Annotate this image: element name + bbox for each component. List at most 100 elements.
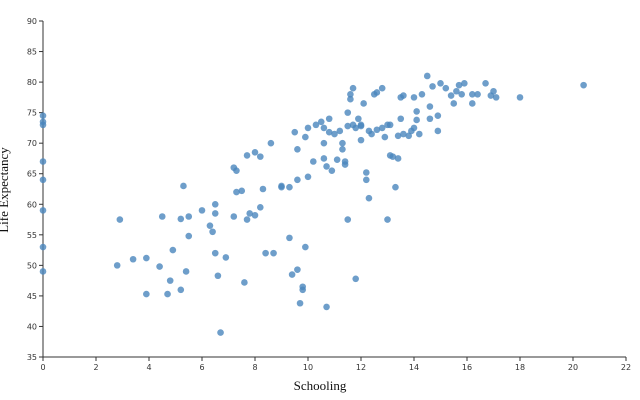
- point: [461, 80, 468, 87]
- point: [394, 155, 402, 162]
- point: [474, 91, 481, 98]
- point: [400, 130, 407, 138]
- point: [262, 249, 269, 257]
- point: [320, 139, 328, 147]
- point: [286, 183, 293, 191]
- point: [185, 232, 193, 240]
- point: [299, 286, 307, 294]
- point: [177, 215, 185, 223]
- point: [291, 128, 299, 136]
- point: [405, 132, 413, 140]
- point: [423, 72, 431, 80]
- point: [158, 213, 166, 220]
- point: [469, 100, 476, 107]
- point: [129, 255, 137, 263]
- point: [347, 95, 354, 103]
- x-tick-label: 0: [40, 363, 45, 372]
- point: [169, 246, 177, 254]
- x-tick-label: 14: [409, 363, 419, 372]
- point: [288, 271, 296, 278]
- point: [434, 127, 442, 135]
- point: [352, 275, 360, 283]
- point: [214, 272, 222, 280]
- x-tick-label: 18: [515, 363, 525, 372]
- x-axis-label: Schooling: [294, 378, 347, 393]
- x-tick-label: 8: [252, 363, 257, 372]
- y-tick-label: 55: [27, 231, 37, 240]
- point: [251, 149, 259, 156]
- point: [516, 94, 524, 101]
- point: [294, 145, 301, 153]
- point: [164, 290, 171, 298]
- point: [389, 153, 397, 160]
- point: [580, 81, 587, 89]
- point: [429, 83, 436, 90]
- point: [296, 299, 304, 307]
- point: [39, 207, 47, 214]
- point: [143, 290, 150, 298]
- point: [373, 89, 381, 96]
- point: [450, 100, 458, 107]
- point: [400, 92, 407, 99]
- point: [397, 115, 405, 123]
- point: [39, 176, 47, 184]
- point: [426, 115, 434, 123]
- y-tick-label: 85: [27, 48, 37, 57]
- point: [482, 80, 489, 87]
- x-tick-label: 20: [568, 363, 578, 372]
- point: [363, 169, 370, 176]
- point: [413, 116, 420, 124]
- x-tick-label: 10: [303, 363, 313, 372]
- point: [392, 183, 399, 191]
- point: [323, 303, 330, 311]
- point: [156, 263, 163, 270]
- point: [418, 91, 426, 98]
- point: [344, 122, 352, 130]
- point: [185, 213, 193, 220]
- point: [453, 87, 460, 95]
- point: [323, 163, 330, 170]
- point: [434, 112, 442, 119]
- point: [241, 279, 248, 286]
- point: [246, 210, 253, 217]
- point: [267, 139, 275, 147]
- point: [217, 329, 224, 336]
- point: [257, 204, 264, 211]
- point: [336, 127, 344, 135]
- point: [442, 84, 450, 92]
- point: [304, 173, 312, 181]
- point: [333, 156, 341, 163]
- point: [286, 234, 293, 242]
- point: [166, 277, 174, 284]
- point: [378, 124, 386, 132]
- point: [294, 266, 301, 273]
- point: [177, 286, 185, 294]
- point: [233, 167, 240, 174]
- point: [198, 207, 206, 214]
- point: [339, 139, 346, 147]
- y-axis-label: Life Expectancy: [0, 147, 11, 233]
- point: [325, 128, 333, 136]
- point: [251, 211, 259, 219]
- point: [259, 185, 267, 193]
- y-tick-label: 35: [27, 353, 37, 362]
- point: [294, 176, 301, 184]
- point: [416, 130, 423, 138]
- x-tick-label: 2: [93, 363, 98, 372]
- point: [490, 87, 497, 95]
- point: [312, 121, 320, 129]
- point: [426, 103, 434, 110]
- y-tick-label: 45: [27, 292, 37, 301]
- point: [325, 115, 333, 123]
- point: [357, 121, 365, 129]
- point: [182, 268, 190, 275]
- point: [320, 155, 328, 162]
- point: [302, 133, 309, 141]
- x-tick-label: 4: [146, 363, 151, 372]
- point: [211, 249, 219, 257]
- point: [344, 216, 352, 223]
- point: [222, 254, 230, 261]
- x-tick-label: 6: [199, 363, 204, 372]
